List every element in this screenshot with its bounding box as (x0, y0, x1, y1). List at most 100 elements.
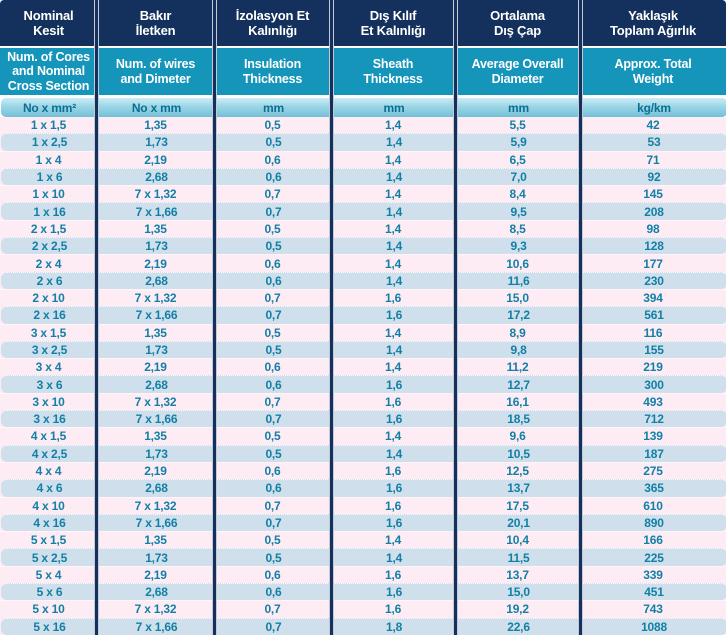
cell-insulation-thickness: 0,5 (264, 325, 281, 340)
cell-nominal-cross-section: 5 x 1,5 (30, 533, 67, 548)
cell-nominal-cross-section: 5 x 16 (33, 619, 66, 634)
cell-sheath-thickness: 1,4 (384, 118, 402, 133)
cell-conductor: 1,35 (144, 429, 167, 444)
header-cell-toplam-agirlik: Yaklaşık Toplam Ağırlık (609, 7, 697, 38)
table-row: 5 x 1,5 1,35 0,5 1,4 10,4 166 (0, 531, 726, 548)
cell-nominal-cross-section: 5 x 10 (32, 602, 65, 617)
cell-nominal-cross-section: 4 x 2,5 (31, 446, 68, 461)
cell-total-weight: 610 (643, 498, 663, 513)
cell-overall-diameter: 9,6 (509, 429, 526, 444)
cell-overall-diameter: 8,5 (509, 221, 526, 236)
cell-total-weight: 53 (647, 135, 661, 150)
header-row-turkish: Nominal Kesit Bakır İletken İzolasyon Et… (0, 0, 726, 46)
table-row: 2 x 10 7 x 1,32 0,7 1,6 15,0 394 (0, 288, 726, 306)
column-separator (328, 0, 334, 635)
cell-conductor: 7 x 1,66 (135, 204, 178, 219)
table-row: 5 x 2,5 1,73 0,5 1,4 11,5 225 (1, 548, 726, 566)
cell-sheath-thickness: 1,4 (384, 152, 402, 167)
cell-overall-diameter: 17,5 (506, 498, 529, 513)
cell-conductor: 7 x 1,66 (135, 515, 178, 530)
cell-insulation-thickness: 0,6 (265, 585, 282, 600)
cell-overall-diameter: 6,5 (509, 152, 526, 167)
header-cell-izolasyon: İzolasyon Et Kalınlığı (235, 7, 310, 38)
cell-overall-diameter: 10,4 (506, 533, 529, 548)
table-body: 1 x 1,5 1,35 0,5 1,4 5,5 42 1 x 2,5 1,73… (0, 117, 726, 635)
cell-overall-diameter: 7,0 (510, 170, 527, 185)
table-row: 1 x 10 7 x 1,32 0,7 1,4 8,4 145 (0, 185, 726, 202)
cell-conductor: 1,73 (145, 446, 168, 461)
header-divider (0, 95, 726, 98)
table-row: 2 x 1,5 1,35 0,5 1,4 8,5 98 (0, 219, 726, 237)
cell-total-weight: 743 (643, 602, 663, 617)
cell-conductor: 7 x 1,32 (134, 187, 177, 202)
table-row: 4 x 6 2,68 0,6 1,6 13,7 365 (1, 479, 726, 497)
cell-sheath-thickness: 1,6 (385, 515, 403, 530)
units-row: No x mm² No x mm mm mm mm kg/km (1, 98, 726, 117)
table-row: 5 x 6 2,68 0,6 1,6 15,0 451 (1, 583, 726, 601)
cell-insulation-thickness: 0,6 (265, 481, 282, 496)
table-row: 1 x 2,5 1,73 0,5 1,4 5,9 53 (1, 133, 726, 151)
cell-insulation-thickness: 0,7 (264, 394, 281, 409)
cell-overall-diameter: 5,5 (509, 118, 526, 133)
cell-total-weight: 116 (643, 325, 663, 340)
cell-conductor: 1,73 (145, 135, 168, 150)
table-row: 3 x 2,5 1,73 0,5 1,4 9,8 155 (1, 340, 726, 359)
cell-sheath-thickness: 1,4 (385, 135, 403, 150)
cell-conductor: 7 x 1,66 (135, 308, 178, 323)
header-cell-dis-kilif: Dış Kılıf Et Kalınlığı (360, 7, 426, 38)
cell-sheath-thickness: 1,4 (384, 325, 402, 340)
header-cell-bakir-iletken: Bakır İletken (135, 7, 176, 38)
table-row: 4 x 16 7 x 1,66 0,7 1,6 20,1 890 (1, 513, 726, 532)
table-row: 5 x 16 7 x 1,66 0,7 1,8 22,6 1088 (1, 617, 726, 635)
cell-conductor: 1,35 (144, 533, 167, 548)
cell-sheath-thickness: 1,4 (384, 360, 402, 375)
cell-overall-diameter: 13,7 (506, 567, 529, 582)
cell-nominal-cross-section: 4 x 6 (36, 481, 63, 496)
cell-conductor: 7 x 1,66 (135, 619, 178, 634)
cell-sheath-thickness: 1,4 (385, 446, 403, 461)
cell-nominal-cross-section: 1 x 4 (35, 152, 62, 167)
table-row: 3 x 6 2,68 0,6 1,6 12,7 300 (1, 375, 726, 393)
cell-sheath-thickness: 1,6 (385, 308, 403, 323)
unit-cell-no-x-mm2: No x mm² (22, 100, 77, 115)
cell-insulation-thickness: 0,5 (265, 550, 282, 565)
cell-total-weight: 128 (644, 239, 664, 254)
unit-cell-kg-km: kg/km (637, 100, 671, 115)
table-row: 4 x 10 7 x 1,32 0,7 1,6 17,5 610 (0, 496, 726, 514)
cell-sheath-thickness: 1,6 (385, 412, 403, 427)
cell-nominal-cross-section: 2 x 1,5 (30, 221, 67, 236)
cell-conductor: 2,68 (145, 170, 168, 185)
header-cell-nominal-kesit: Nominal Kesit (23, 7, 74, 38)
cell-sheath-thickness: 1,4 (385, 204, 403, 219)
cell-sheath-thickness: 1,8 (385, 619, 403, 634)
cell-total-weight: 166 (643, 533, 663, 548)
cell-total-weight: 139 (643, 429, 663, 444)
cell-sheath-thickness: 1,6 (385, 585, 403, 600)
cell-insulation-thickness: 0,5 (265, 135, 282, 150)
cell-insulation-thickness: 0,6 (264, 360, 281, 375)
cell-insulation-thickness: 0,5 (264, 533, 281, 548)
cell-total-weight: 230 (644, 273, 664, 288)
table-row: 2 x 6 2,68 0,6 1,4 11,6 230 (1, 271, 726, 289)
cell-nominal-cross-section: 1 x 2,5 (31, 135, 68, 150)
cell-nominal-cross-section: 2 x 6 (36, 273, 63, 288)
cell-conductor: 1,73 (145, 550, 168, 565)
cell-nominal-cross-section: 4 x 10 (32, 498, 65, 513)
cell-overall-diameter: 19,2 (506, 602, 529, 617)
cell-sheath-thickness: 1,4 (385, 550, 403, 565)
unit-cell-no-x-mm: No x mm (131, 100, 182, 115)
cell-overall-diameter: 9,5 (510, 204, 527, 219)
cell-nominal-cross-section: 5 x 6 (36, 585, 63, 600)
cell-conductor: 7 x 1,66 (135, 412, 178, 427)
cell-nominal-cross-section: 2 x 10 (32, 291, 65, 306)
unit-cell-mm: mm (508, 100, 529, 115)
cell-overall-diameter: 10,6 (506, 256, 529, 271)
cell-overall-diameter: 10,5 (507, 446, 530, 461)
cell-insulation-thickness: 0,7 (265, 308, 282, 323)
cell-overall-diameter: 11,5 (507, 550, 530, 565)
cell-nominal-cross-section: 2 x 16 (33, 308, 66, 323)
cell-total-weight: 145 (643, 187, 663, 202)
cell-overall-diameter: 12,5 (506, 464, 529, 479)
cell-total-weight: 225 (644, 550, 664, 565)
